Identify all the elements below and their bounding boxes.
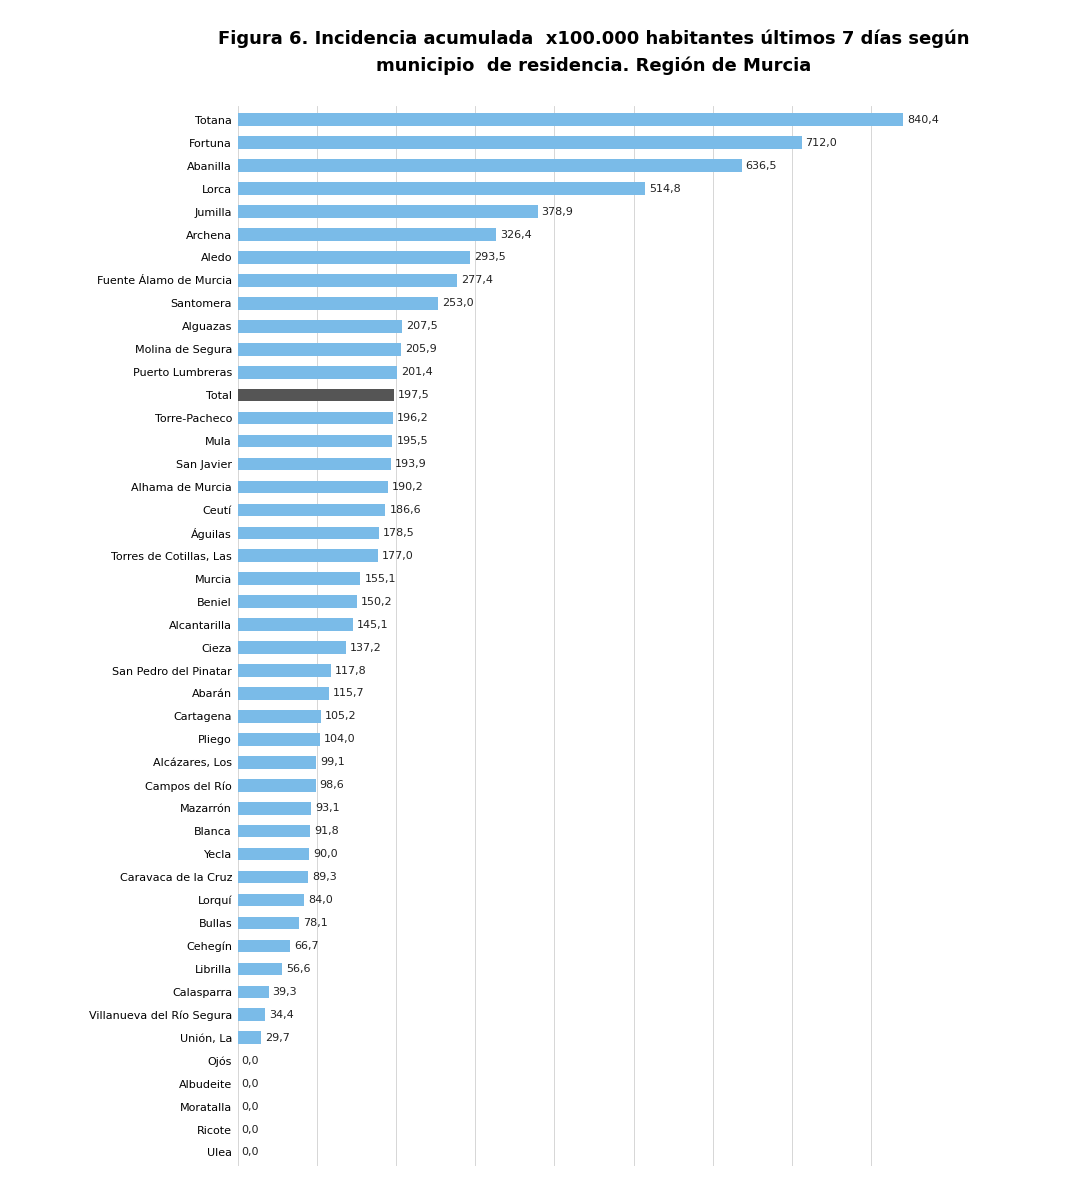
Bar xyxy=(238,343,401,356)
Text: 378,9: 378,9 xyxy=(542,206,573,217)
Bar xyxy=(238,779,315,792)
Bar xyxy=(238,458,391,470)
Bar xyxy=(238,159,742,172)
Text: 29,7: 29,7 xyxy=(265,1033,289,1043)
Bar xyxy=(238,802,311,814)
Bar xyxy=(238,710,321,723)
Bar xyxy=(238,527,379,540)
Text: 186,6: 186,6 xyxy=(390,505,421,515)
Text: 0,0: 0,0 xyxy=(242,1079,259,1088)
Bar xyxy=(238,894,305,906)
Text: 66,7: 66,7 xyxy=(295,941,319,951)
Bar xyxy=(238,366,397,378)
Bar xyxy=(238,733,320,746)
Text: 196,2: 196,2 xyxy=(397,413,429,423)
Text: 201,4: 201,4 xyxy=(401,368,433,377)
Text: 277,4: 277,4 xyxy=(461,276,494,285)
Bar xyxy=(238,940,291,952)
Text: 56,6: 56,6 xyxy=(286,964,311,974)
Text: 145,1: 145,1 xyxy=(356,620,388,630)
Text: 99,1: 99,1 xyxy=(320,757,345,767)
Bar xyxy=(238,229,496,240)
Bar xyxy=(238,756,316,768)
Text: 197,5: 197,5 xyxy=(399,390,430,401)
Bar xyxy=(238,251,470,264)
Text: 177,0: 177,0 xyxy=(381,551,414,561)
Bar xyxy=(238,916,299,929)
Bar xyxy=(238,549,378,562)
Bar xyxy=(238,595,356,608)
Bar xyxy=(238,183,646,194)
Text: 253,0: 253,0 xyxy=(442,298,473,309)
Text: 0,0: 0,0 xyxy=(242,1125,259,1134)
Text: 155,1: 155,1 xyxy=(364,574,396,584)
Bar xyxy=(238,986,269,998)
Bar xyxy=(238,435,392,448)
Bar xyxy=(238,137,801,150)
Text: 840,4: 840,4 xyxy=(907,114,939,125)
Text: Figura 6. Incidencia acumulada  x100.000 habitantes últimos 7 días según: Figura 6. Incidencia acumulada x100.000 … xyxy=(218,29,970,48)
Bar xyxy=(238,687,329,700)
Text: 89,3: 89,3 xyxy=(312,872,337,882)
Text: 326,4: 326,4 xyxy=(500,230,531,239)
Text: 0,0: 0,0 xyxy=(242,1101,259,1112)
Bar xyxy=(238,412,393,424)
Text: 90,0: 90,0 xyxy=(313,849,337,859)
Bar xyxy=(238,618,352,631)
Bar xyxy=(238,320,402,332)
Text: 178,5: 178,5 xyxy=(383,528,415,538)
Bar xyxy=(238,205,538,218)
Text: 105,2: 105,2 xyxy=(325,712,356,721)
Bar xyxy=(238,962,283,975)
Text: 34,4: 34,4 xyxy=(269,1010,294,1020)
Bar xyxy=(238,871,308,884)
Text: 104,0: 104,0 xyxy=(324,734,355,744)
Bar xyxy=(238,641,347,654)
Text: 193,9: 193,9 xyxy=(395,459,427,469)
Text: 514,8: 514,8 xyxy=(649,184,681,193)
Text: 207,5: 207,5 xyxy=(406,322,437,331)
Text: 0,0: 0,0 xyxy=(242,1055,259,1066)
Text: 98,6: 98,6 xyxy=(320,780,345,790)
Text: 93,1: 93,1 xyxy=(315,803,340,813)
Text: municipio  de residencia. Región de Murcia: municipio de residencia. Región de Murci… xyxy=(376,57,812,75)
Text: 84,0: 84,0 xyxy=(308,895,333,905)
Text: 117,8: 117,8 xyxy=(335,666,366,675)
Text: 78,1: 78,1 xyxy=(303,918,328,928)
Text: 205,9: 205,9 xyxy=(405,344,436,355)
Bar xyxy=(238,1008,265,1021)
Bar xyxy=(238,573,361,585)
Text: 0,0: 0,0 xyxy=(242,1147,259,1158)
Text: 137,2: 137,2 xyxy=(350,642,382,653)
Text: 190,2: 190,2 xyxy=(392,482,424,492)
Bar xyxy=(238,389,394,402)
Text: 293,5: 293,5 xyxy=(474,252,505,263)
Bar xyxy=(238,504,386,516)
Bar xyxy=(238,274,457,286)
Bar xyxy=(238,1032,261,1044)
Text: 115,7: 115,7 xyxy=(334,688,365,699)
Bar xyxy=(238,825,310,838)
Bar xyxy=(238,481,388,494)
Text: 150,2: 150,2 xyxy=(361,597,392,607)
Bar xyxy=(238,297,438,310)
Bar xyxy=(238,848,309,860)
Text: 91,8: 91,8 xyxy=(314,826,339,836)
Bar xyxy=(238,113,903,126)
Text: 712,0: 712,0 xyxy=(806,138,837,147)
Text: 195,5: 195,5 xyxy=(396,436,428,446)
Text: 39,3: 39,3 xyxy=(272,987,297,997)
Bar xyxy=(238,664,330,677)
Text: 636,5: 636,5 xyxy=(745,160,778,171)
